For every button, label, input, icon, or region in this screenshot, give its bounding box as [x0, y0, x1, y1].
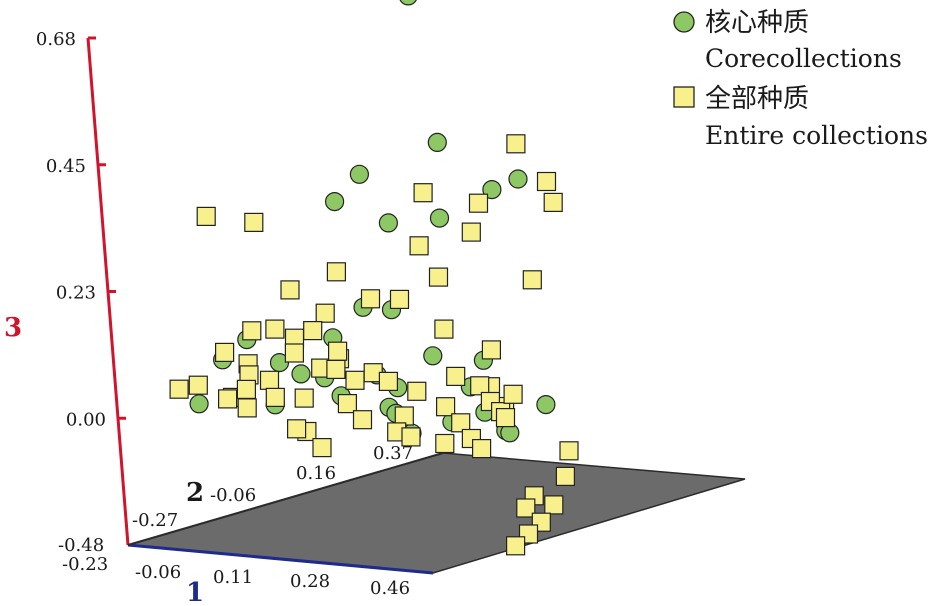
entire-collection-point	[481, 340, 501, 360]
entire-collection-point	[461, 222, 481, 242]
axis-1-line	[127, 543, 434, 575]
entire-collection-point	[506, 536, 526, 556]
core-collection-point	[536, 395, 556, 415]
entire-collection-point	[516, 498, 536, 518]
axis-1-tick-label: -0.06	[135, 562, 181, 583]
corner-label-1: -0.48	[58, 535, 104, 556]
entire-collection-point	[215, 342, 235, 362]
entire-collection-point	[328, 341, 348, 361]
entire-collection-point	[470, 376, 490, 396]
entire-collection-point	[506, 134, 526, 154]
axis-1-tick-label: 0.11	[213, 567, 253, 588]
entire-collection-point	[188, 375, 208, 395]
axis-2-label: 2	[186, 478, 204, 508]
entire-collection-point	[218, 389, 238, 409]
entire-collection-point	[543, 192, 563, 212]
entire-collection-point	[544, 495, 564, 515]
entire-collection-point	[389, 289, 410, 309]
entire-collection-point	[559, 441, 579, 461]
core-collection-point	[429, 208, 450, 228]
axis-1-tick-label: 0.28	[290, 571, 330, 592]
legend-square-marker	[673, 86, 695, 108]
core-collection-point	[269, 353, 290, 373]
axis-2-ticks: -0.27 -0.06 0.16 0.37	[132, 443, 413, 531]
legend-circle-marker	[673, 11, 695, 33]
axis-3-tick-label: 0.45	[46, 156, 86, 177]
legend-core-cn: 核心种质	[705, 8, 809, 38]
entire-collection-point	[315, 303, 335, 323]
entire-collection-point	[446, 366, 466, 386]
entire-collection-point	[265, 387, 285, 407]
entire-collection-point	[312, 438, 332, 458]
entire-collection-point	[196, 206, 216, 226]
entire-collection-point	[326, 262, 346, 282]
entire-collection-point	[360, 289, 381, 309]
entire-collection-point	[236, 379, 256, 399]
axis-1-ticks: -0.06 0.11 0.28 0.46	[135, 562, 410, 599]
axis-2-tick-label: 0.16	[296, 463, 336, 484]
entire-collection-point	[303, 321, 323, 341]
axis-2-tick-label: 0.37	[373, 443, 413, 464]
entire-collection-point	[495, 408, 516, 428]
entire-collection-point	[294, 388, 314, 408]
entire-collection-point	[287, 419, 307, 439]
core-collection-point	[189, 394, 209, 414]
entire-collection-point	[409, 236, 429, 256]
entire-collection-point	[434, 319, 454, 339]
entire-collection-point	[472, 439, 492, 459]
entire-collection-point	[259, 370, 280, 390]
entire-collection-point	[536, 171, 557, 192]
entire-collection-point	[242, 321, 262, 341]
entire-collection-point	[326, 359, 346, 379]
entire-collection-point	[337, 394, 357, 414]
axis-3-label: 3	[4, 313, 22, 343]
entire-collection-point	[169, 379, 189, 399]
entire-collection-point	[522, 270, 542, 290]
legend-entire-en: Entire collections	[705, 121, 928, 150]
core-collection-point	[378, 213, 398, 233]
corner-label-2: -0.23	[62, 554, 108, 575]
legend: 核心种质 Corecollections 全部种质 Entire collect…	[673, 8, 928, 150]
entire-collection-point	[345, 370, 365, 390]
entire-collection-point	[435, 433, 455, 454]
data-points	[169, 0, 579, 556]
entire-collection-point	[555, 466, 576, 486]
axis-2-line	[127, 452, 444, 546]
entire-collection-point	[265, 319, 285, 339]
entire-collection-point	[394, 406, 414, 426]
legend-entire-cn: 全部种质	[705, 84, 809, 114]
axis-1-tick-label: 0.46	[370, 578, 410, 599]
entire-collection-point	[428, 267, 449, 287]
entire-collection-point	[284, 343, 304, 363]
core-collection-point	[291, 364, 311, 384]
axis-1-label: 1	[186, 578, 204, 606]
axis-3-tick-label: 0.23	[56, 283, 96, 304]
axis-2-tick-label: -0.27	[132, 510, 178, 531]
core-collection-point	[423, 346, 443, 366]
entire-collection-point	[468, 193, 489, 213]
axis-3-tick-label: 0.68	[36, 29, 76, 50]
core-collection-point	[399, 0, 417, 6]
core-collection-point	[325, 192, 345, 212]
entire-collection-point	[352, 410, 373, 430]
entire-collection-point	[436, 397, 456, 417]
axis-3-tick-label: 0.00	[66, 409, 106, 430]
axis-2-tick-label: -0.06	[210, 485, 256, 506]
entire-collection-point	[401, 427, 421, 447]
legend-core-en: Corecollections	[705, 44, 902, 73]
entire-collection-point	[244, 212, 264, 232]
axis-3-ticks: 0.00 0.23 0.45 0.68	[36, 29, 126, 430]
core-collection-point	[349, 164, 369, 184]
core-collection-point	[427, 132, 447, 152]
entire-collection-point	[237, 398, 257, 418]
core-collection-point	[508, 169, 528, 189]
entire-collection-point	[407, 381, 427, 401]
entire-collection-point	[413, 183, 433, 203]
entire-collection-point	[280, 280, 300, 300]
entire-collection-point	[451, 413, 471, 433]
entire-collection-point	[503, 384, 523, 404]
entire-collection-point	[378, 371, 398, 391]
